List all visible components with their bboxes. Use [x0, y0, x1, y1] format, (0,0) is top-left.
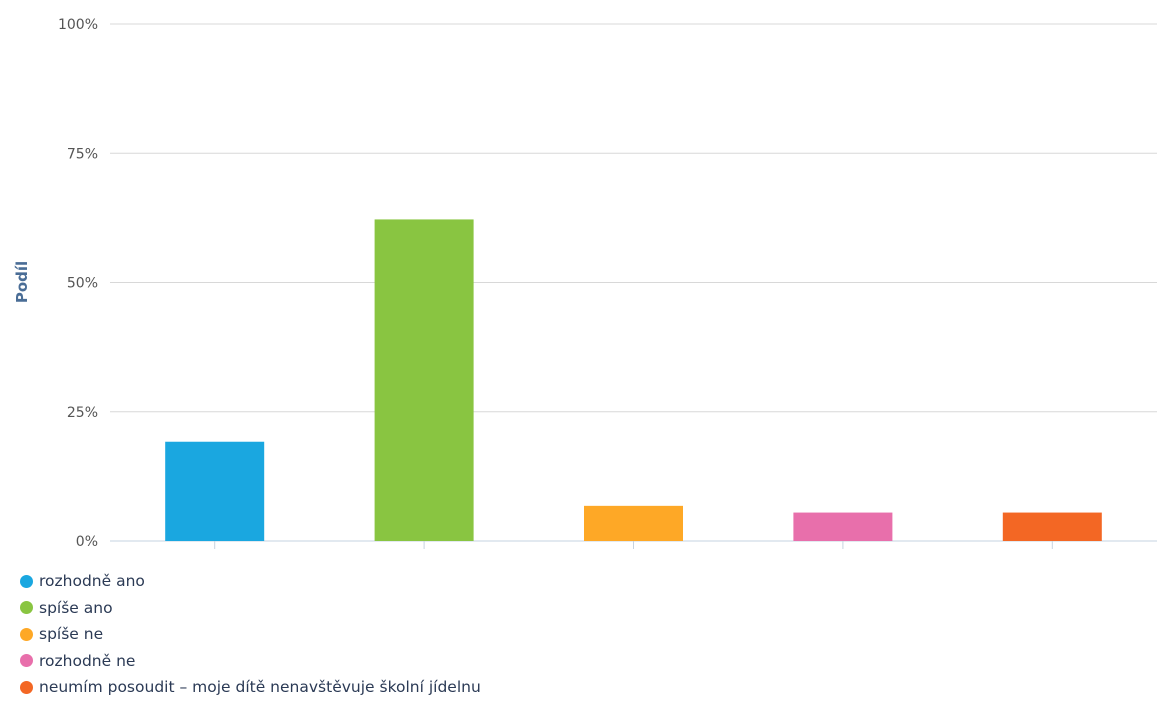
legend-item[interactable]: rozhodně ne: [20, 648, 481, 675]
legend-label: spíše ano: [39, 598, 113, 617]
bars: [165, 219, 1102, 541]
legend: rozhodně ano spíše ano spíše ne rozhodně ne…: [20, 568, 481, 701]
bar-chart: 0% 25% 50% 75% 100% Podíl: [13, 17, 1157, 550]
legend-marker-icon: [20, 601, 33, 615]
bar[interactable]: [1002, 512, 1102, 541]
y-tick-label: 75%: [67, 146, 98, 162]
legend-item[interactable]: spíše ne: [20, 621, 481, 648]
bar[interactable]: [793, 512, 893, 541]
y-axis-title: Podíl: [13, 261, 31, 303]
y-tick-label: 100%: [58, 17, 98, 33]
legend-label: rozhodně ne: [39, 651, 136, 670]
legend-marker-icon: [20, 574, 33, 588]
x-axis-ticks: [214, 541, 1053, 549]
bar[interactable]: [165, 441, 265, 541]
legend-marker-icon: [20, 654, 33, 668]
legend-label: rozhodně ano: [39, 572, 145, 591]
y-tick-label: 50%: [67, 276, 98, 292]
legend-marker-icon: [20, 627, 33, 641]
legend-marker-icon: [20, 680, 33, 694]
y-axis-ticks: 0% 25% 50% 75% 100%: [58, 17, 98, 550]
legend-label: spíše ne: [39, 625, 104, 644]
y-tick-label: 25%: [67, 405, 98, 421]
bar[interactable]: [374, 219, 474, 541]
legend-item[interactable]: spíše ano: [20, 595, 481, 622]
y-tick-label: 0%: [76, 534, 98, 550]
gridlines: [110, 23, 1157, 542]
legend-item[interactable]: neumím posoudit – moje dítě nenavštěvuje…: [20, 674, 481, 701]
legend-item[interactable]: rozhodně ano: [20, 568, 481, 595]
legend-label: neumím posoudit – moje dítě nenavštěvuje…: [39, 678, 481, 697]
bar[interactable]: [584, 505, 683, 541]
